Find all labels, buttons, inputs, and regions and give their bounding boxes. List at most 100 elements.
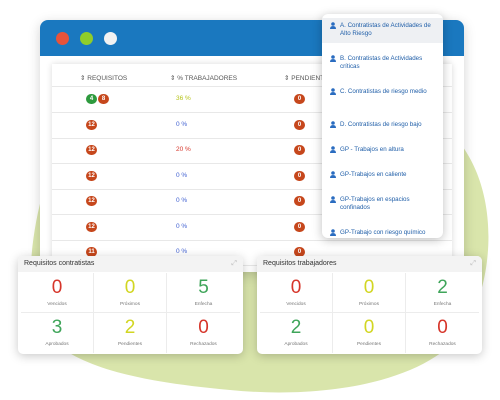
user-icon (330, 196, 336, 203)
stat-label: Aprobados (45, 342, 69, 347)
menu-item[interactable]: GP-Trabajos en caliente (322, 167, 443, 184)
percent-text: 0 % (176, 120, 188, 128)
dropdown-menu: A. Contratistas de Actividades de Alto R… (322, 14, 443, 238)
stat-value: 0 (363, 317, 375, 338)
column-header[interactable]: ⇕ PENDIENTES (284, 75, 333, 82)
card-title: Requisitos trabajadores (257, 256, 482, 272)
percent-text: 20 % (176, 146, 191, 153)
pending-badge: 0 (294, 119, 305, 130)
summary-card: Requisitos trabajadores ⤢ 0 Vencidos 0 Próxim… (257, 256, 482, 354)
percent-text: 0 % (176, 222, 188, 230)
header-text: REQUISITOS (87, 75, 128, 82)
stat-cell: 2 Pendientes (94, 313, 167, 353)
menu-item[interactable]: D. Contratistas de riesgo bajo (322, 117, 443, 134)
stat-label: Próximos (120, 302, 140, 307)
requirement-badge: 12 (86, 119, 97, 130)
row-line (52, 112, 452, 113)
card-expand-icon[interactable]: ⤢ (231, 260, 237, 267)
user-icon (330, 146, 336, 153)
minimize-dot (80, 32, 93, 45)
row-line (52, 265, 452, 266)
stat-cell: 0 Pendientes (333, 313, 406, 353)
menu-item-text: GP - Trabajos en altura (340, 146, 404, 153)
column-header[interactable]: ⇕ % TRABAJADORES (170, 75, 238, 82)
stat-label: Próximos (359, 302, 379, 307)
stat-cell: 3 Aprobados (21, 313, 94, 353)
stat-label: Aprobados (284, 342, 308, 347)
row-line (52, 188, 452, 190)
requirement-badge: 4 (86, 94, 97, 104)
pending-badge: 0 (294, 170, 305, 181)
stat-value: 0 (290, 277, 302, 298)
menu-item-text: GP-Trabajos en caliente (340, 171, 407, 178)
user-icon (330, 55, 336, 62)
stat-value: 5 (198, 277, 209, 298)
header-text: % TRABAJADORES (177, 75, 238, 82)
stat-value: 0 (124, 277, 136, 298)
percent-text: 0 % (176, 171, 188, 179)
user-icon (330, 171, 336, 178)
stat-cell: 2 Aprobados (260, 313, 333, 353)
percent-text: 0 % (176, 197, 188, 204)
stat-value: 0 (198, 317, 209, 338)
stat-cell: 0 Vencidos (21, 273, 94, 313)
summary-card: Requisitos contratistas ⤢ 0 Vencidos 0 Próxim… (18, 256, 243, 354)
stat-label: Rechazados (429, 342, 456, 347)
row-line (52, 163, 452, 164)
requirement-badge: 12 (86, 170, 97, 181)
close-dot (56, 32, 69, 45)
pending-badge: 0 (294, 145, 305, 155)
stat-value: 2 (124, 317, 136, 338)
percent-text: 36 % (176, 95, 191, 102)
card-title: Requisitos contratistas (18, 256, 243, 272)
row-line (52, 239, 452, 241)
stat-cell: 0 Rechazados (406, 313, 479, 353)
row-line (52, 214, 452, 215)
percent-text: 0 % (176, 248, 188, 255)
menu-item[interactable]: C. Contratistas de riesgo medio (322, 84, 443, 109)
menu-item[interactable]: A. Contratistas de Actividades de Alto R… (322, 18, 443, 43)
stat-value: 2 (290, 317, 302, 338)
menu-item-text: GP-Trabajos en espacios confinados (340, 196, 410, 211)
column-header[interactable]: ⇕ REQUISITOS (80, 75, 128, 82)
stat-label: Vencidos (47, 302, 67, 307)
stat-value: 0 (437, 317, 448, 338)
card-expand-icon[interactable]: ⤢ (470, 260, 476, 267)
stat-label: Pendientes (117, 342, 142, 347)
stat-label: Rechazados (190, 342, 217, 347)
pending-badge: 0 (294, 94, 305, 104)
header-line (52, 86, 452, 87)
menu-item[interactable]: GP-Trabajos en espacios confinados (322, 192, 443, 217)
stat-value: 2 (437, 277, 448, 298)
stat-cell: 5 Enfecha (167, 273, 240, 313)
requirement-badge: 11 (86, 247, 97, 257)
menu-item-text: A. Contratistas de Actividades de Alto R… (340, 22, 431, 37)
menu-item[interactable]: B. Contratistas de Actividades críticas (322, 51, 443, 76)
maximize-dot (104, 32, 117, 45)
stat-cell: 0 Rechazados (167, 313, 240, 353)
user-icon (330, 88, 336, 95)
header-text: PENDIENTES (291, 75, 333, 82)
menu-item-text: D. Contratistas de riesgo bajo (340, 121, 422, 128)
requirement-badge: 12 (86, 221, 97, 232)
stat-value: 3 (51, 317, 63, 338)
menu-item-text: GP-Trabajo con riesgo químico (340, 229, 426, 236)
stat-label: Enfecha (194, 302, 213, 307)
stat-cell: 2 Enfecha (406, 273, 479, 313)
stat-cell: 0 Próximos (333, 273, 406, 313)
user-icon (330, 229, 336, 236)
requirement-badge: 12 (86, 196, 97, 206)
stat-cell: 0 Vencidos (260, 273, 333, 313)
stat-cell: 0 Próximos (94, 273, 167, 313)
requirement-badge: 12 (86, 145, 97, 155)
menu-item-text: C. Contratistas de riesgo medio (340, 88, 427, 95)
menu-item-text: B. Contratistas de Actividades críticas (340, 55, 423, 70)
pending-badge: 0 (294, 247, 305, 257)
stat-value: 0 (363, 277, 375, 298)
menu-item[interactable]: GP - Trabajos en altura (322, 142, 443, 159)
menu-item[interactable]: GP-Trabajo con riesgo químico (322, 225, 443, 238)
user-icon (330, 22, 336, 29)
pending-badge: 0 (294, 221, 305, 232)
stat-label: Pendientes (356, 342, 381, 347)
